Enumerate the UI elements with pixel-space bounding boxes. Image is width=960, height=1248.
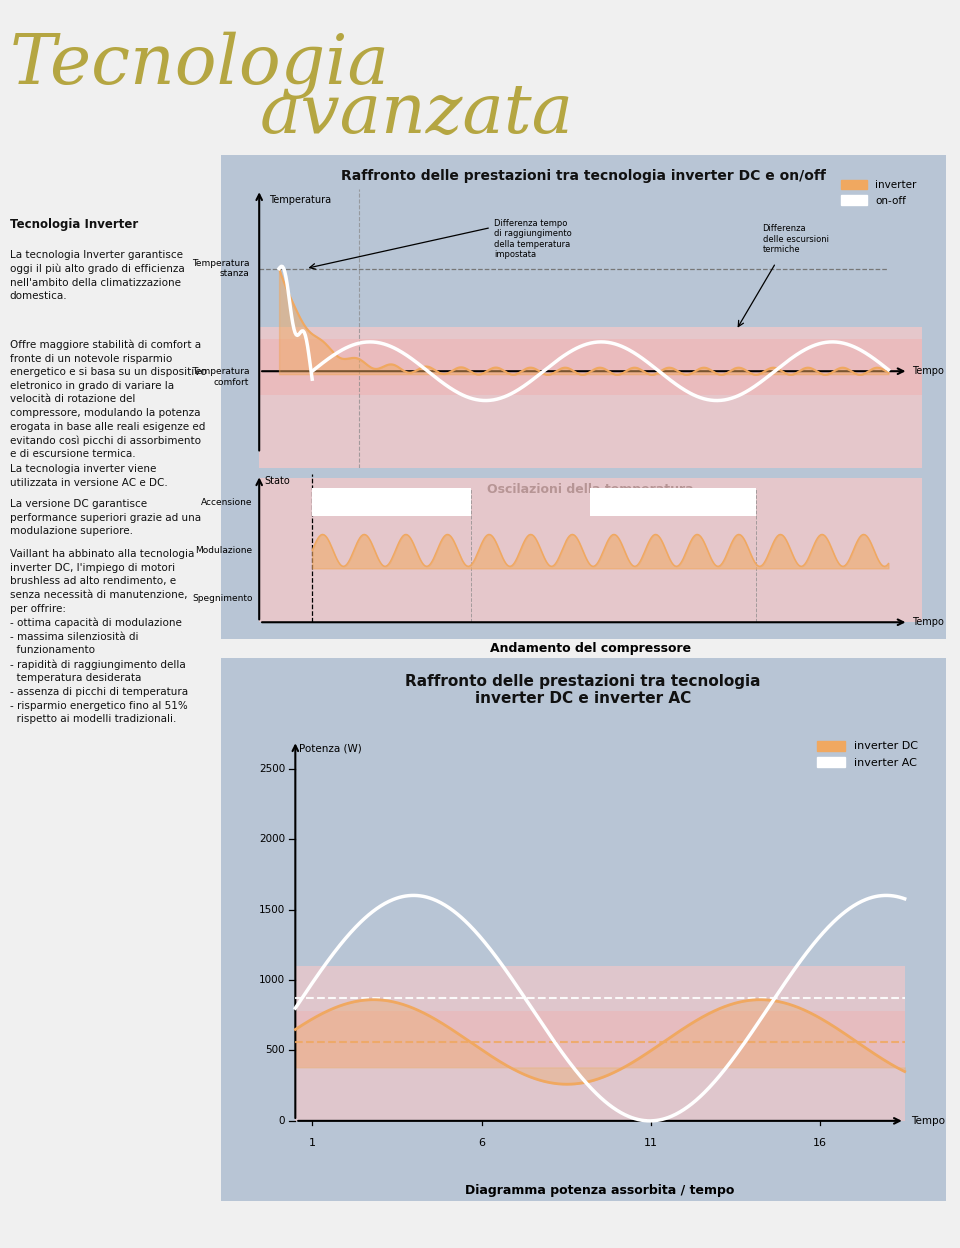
Text: Differenza tempo
di raggiungimento
della temperatura
impostata: Differenza tempo di raggiungimento della…	[494, 218, 572, 258]
Polygon shape	[259, 478, 922, 623]
Text: 2000: 2000	[259, 834, 285, 844]
Text: Andamento del compressore: Andamento del compressore	[490, 643, 691, 655]
Text: Spegnimento: Spegnimento	[192, 594, 252, 603]
Text: - ottima capacità di modulazione
- massima silenziosità di
  funzionamento
- rap: - ottima capacità di modulazione - massi…	[10, 618, 188, 724]
Text: Temperatura
comfort: Temperatura comfort	[192, 367, 250, 387]
Text: 2500: 2500	[259, 764, 285, 774]
Text: 6: 6	[478, 1138, 485, 1148]
Text: Temperatura: Temperatura	[269, 195, 331, 205]
Text: 16: 16	[813, 1138, 828, 1148]
Text: Differenza
delle escursioni
termiche: Differenza delle escursioni termiche	[762, 225, 828, 253]
Text: Tempo: Tempo	[912, 366, 944, 376]
Text: 1500: 1500	[259, 905, 285, 915]
Text: Accensione: Accensione	[201, 498, 252, 507]
Legend: inverter DC, inverter AC: inverter DC, inverter AC	[813, 736, 923, 773]
Polygon shape	[296, 1011, 904, 1067]
Polygon shape	[259, 327, 922, 468]
Text: La tecnologia Inverter garantisce
oggi il più alto grado di efficienza
nell'ambi: La tecnologia Inverter garantisce oggi i…	[10, 250, 184, 301]
Polygon shape	[296, 966, 904, 1121]
Text: Offre maggiore stabilità di comfort a
fronte di un notevole risparmio
energetico: Offre maggiore stabilità di comfort a fr…	[10, 339, 206, 459]
Polygon shape	[259, 339, 922, 394]
Text: 1000: 1000	[259, 975, 285, 985]
Text: Raffronto delle prestazioni tra tecnologia
inverter DC e inverter AC: Raffronto delle prestazioni tra tecnolog…	[405, 674, 761, 706]
Text: 11: 11	[644, 1138, 658, 1148]
Text: La tecnologia inverter viene
utilizzata in versione AC e DC.: La tecnologia inverter viene utilizzata …	[10, 464, 167, 488]
Text: Tecnologia: Tecnologia	[10, 31, 390, 99]
Text: 0: 0	[278, 1116, 285, 1126]
Text: Tecnologia Inverter: Tecnologia Inverter	[10, 218, 138, 231]
Bar	[590, 488, 756, 517]
Text: Potenza (W): Potenza (W)	[299, 744, 362, 754]
Text: 1: 1	[309, 1138, 316, 1148]
Text: Temperatura
stanza: Temperatura stanza	[192, 258, 250, 278]
Text: Raffronto delle prestazioni tra tecnologia inverter DC e on/off: Raffronto delle prestazioni tra tecnolog…	[341, 170, 826, 183]
Text: Diagramma potenza assorbita / tempo: Diagramma potenza assorbita / tempo	[466, 1184, 734, 1197]
Text: avanzata: avanzata	[259, 81, 573, 149]
Bar	[312, 488, 471, 517]
Text: Tempo: Tempo	[912, 618, 944, 628]
Text: Vaillant ha abbinato alla tecnologia
inverter DC, l'impiego di motori
brushless : Vaillant ha abbinato alla tecnologia inv…	[10, 549, 194, 614]
Text: Oscilazioni della temperatura: Oscilazioni della temperatura	[487, 483, 694, 495]
Text: Modulazione: Modulazione	[196, 545, 252, 555]
Text: Stato: Stato	[265, 477, 290, 487]
Legend: inverter, on-off: inverter, on-off	[836, 176, 921, 210]
Text: Tempo: Tempo	[911, 1116, 946, 1126]
Text: 500: 500	[266, 1046, 285, 1056]
Text: La versione DC garantisce
performance superiori grazie ad una
modulazione superi: La versione DC garantisce performance su…	[10, 499, 201, 537]
